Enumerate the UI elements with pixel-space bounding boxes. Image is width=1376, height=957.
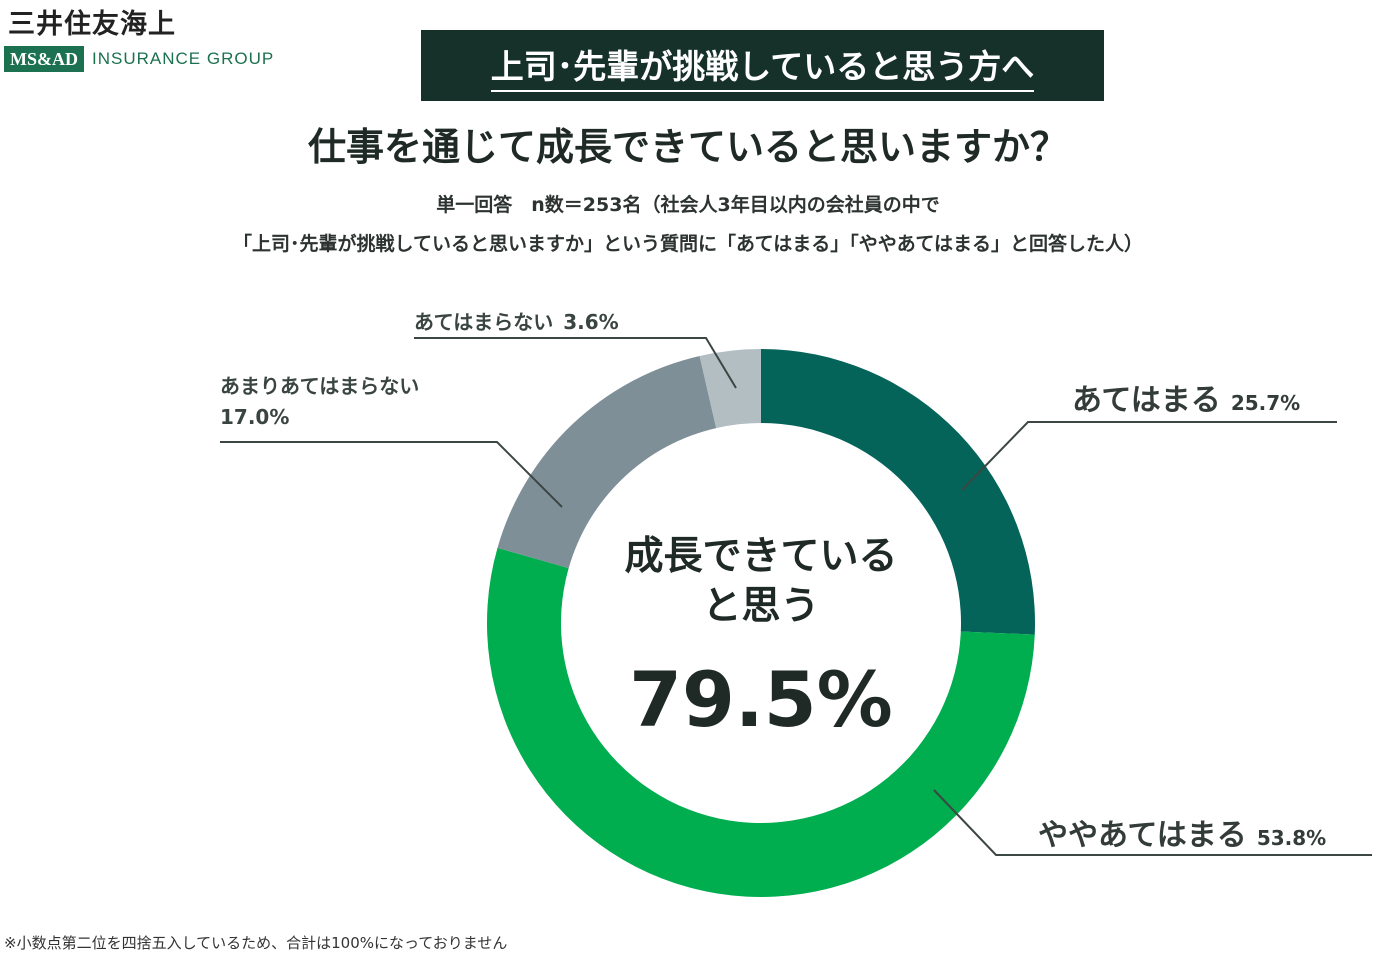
banner-text: 上司･先輩が挑戦していると思う方へ [490, 40, 1035, 92]
label-yaya-atehamaru-value: 53.8% [1256, 826, 1327, 850]
brand-group-text: INSURANCE GROUP [92, 49, 275, 68]
label-atehamaru: あてはまる 25.7% [1072, 375, 1300, 419]
leader-lines [220, 337, 1372, 856]
label-yaya-atehamaru-text: ややあてはまる [1038, 818, 1247, 853]
label-atehamaranai: あてはまらない 3.6% [414, 306, 619, 335]
leader-line-atehamaranai [414, 337, 737, 389]
slice-atehamaru [761, 348, 1036, 635]
center-label-line-2: と思う [702, 584, 820, 629]
leader-line-yaya-atehamaru [933, 789, 1372, 856]
label-atehamaru-text: あてはまる [1072, 383, 1221, 418]
leader-line-atehamaru [961, 421, 1337, 491]
donut-slices [487, 348, 1036, 897]
brand-logo: MS&AD INSURANCE GROUP [4, 46, 274, 72]
label-amari-value: 17.0% [220, 405, 290, 429]
label-amari-text: あまりあてはまらない [220, 374, 420, 398]
label-atehamaranai-text: あてはまらない [414, 310, 554, 334]
slice-yaya-atehamaru [487, 547, 1035, 897]
leader-line-amari [220, 441, 563, 508]
label-yaya-atehamaru: ややあてはまる 53.8% [1038, 810, 1326, 854]
footnote: ※小数点第二位を四捨五入しているため、合計は100%になっておりません [4, 934, 508, 952]
label-atehamaru-value: 25.7% [1230, 391, 1301, 415]
subtitle-line-1: 単一回答 n数＝253名（社会人3年目以内の会社員の中で [436, 194, 940, 216]
audience-banner: 上司･先輩が挑戦していると思う方へ [421, 30, 1104, 101]
label-amari-atehamaranai: あまりあてはまらない 17.0% [220, 370, 419, 429]
chart-title: 仕事を通じて成長できていると思いますか？ [307, 125, 1068, 169]
center-label-line-1: 成長できている [624, 534, 898, 579]
subtitle-line-2: 「上司･先輩が挑戦していると思いますか」という質問に「あてはまる」「ややあてはま… [233, 233, 1143, 255]
slice-atehamaranai [699, 349, 761, 429]
label-atehamaranai-value: 3.6% [563, 310, 619, 334]
center-label: 成長できている と思う [561, 532, 961, 632]
center-value: 79.5% [629, 655, 893, 744]
slice-amari-atehamaranai [497, 355, 717, 569]
brand-name: 三井住友海上 [8, 9, 176, 40]
brand-logo-box: MS&AD [4, 46, 84, 72]
